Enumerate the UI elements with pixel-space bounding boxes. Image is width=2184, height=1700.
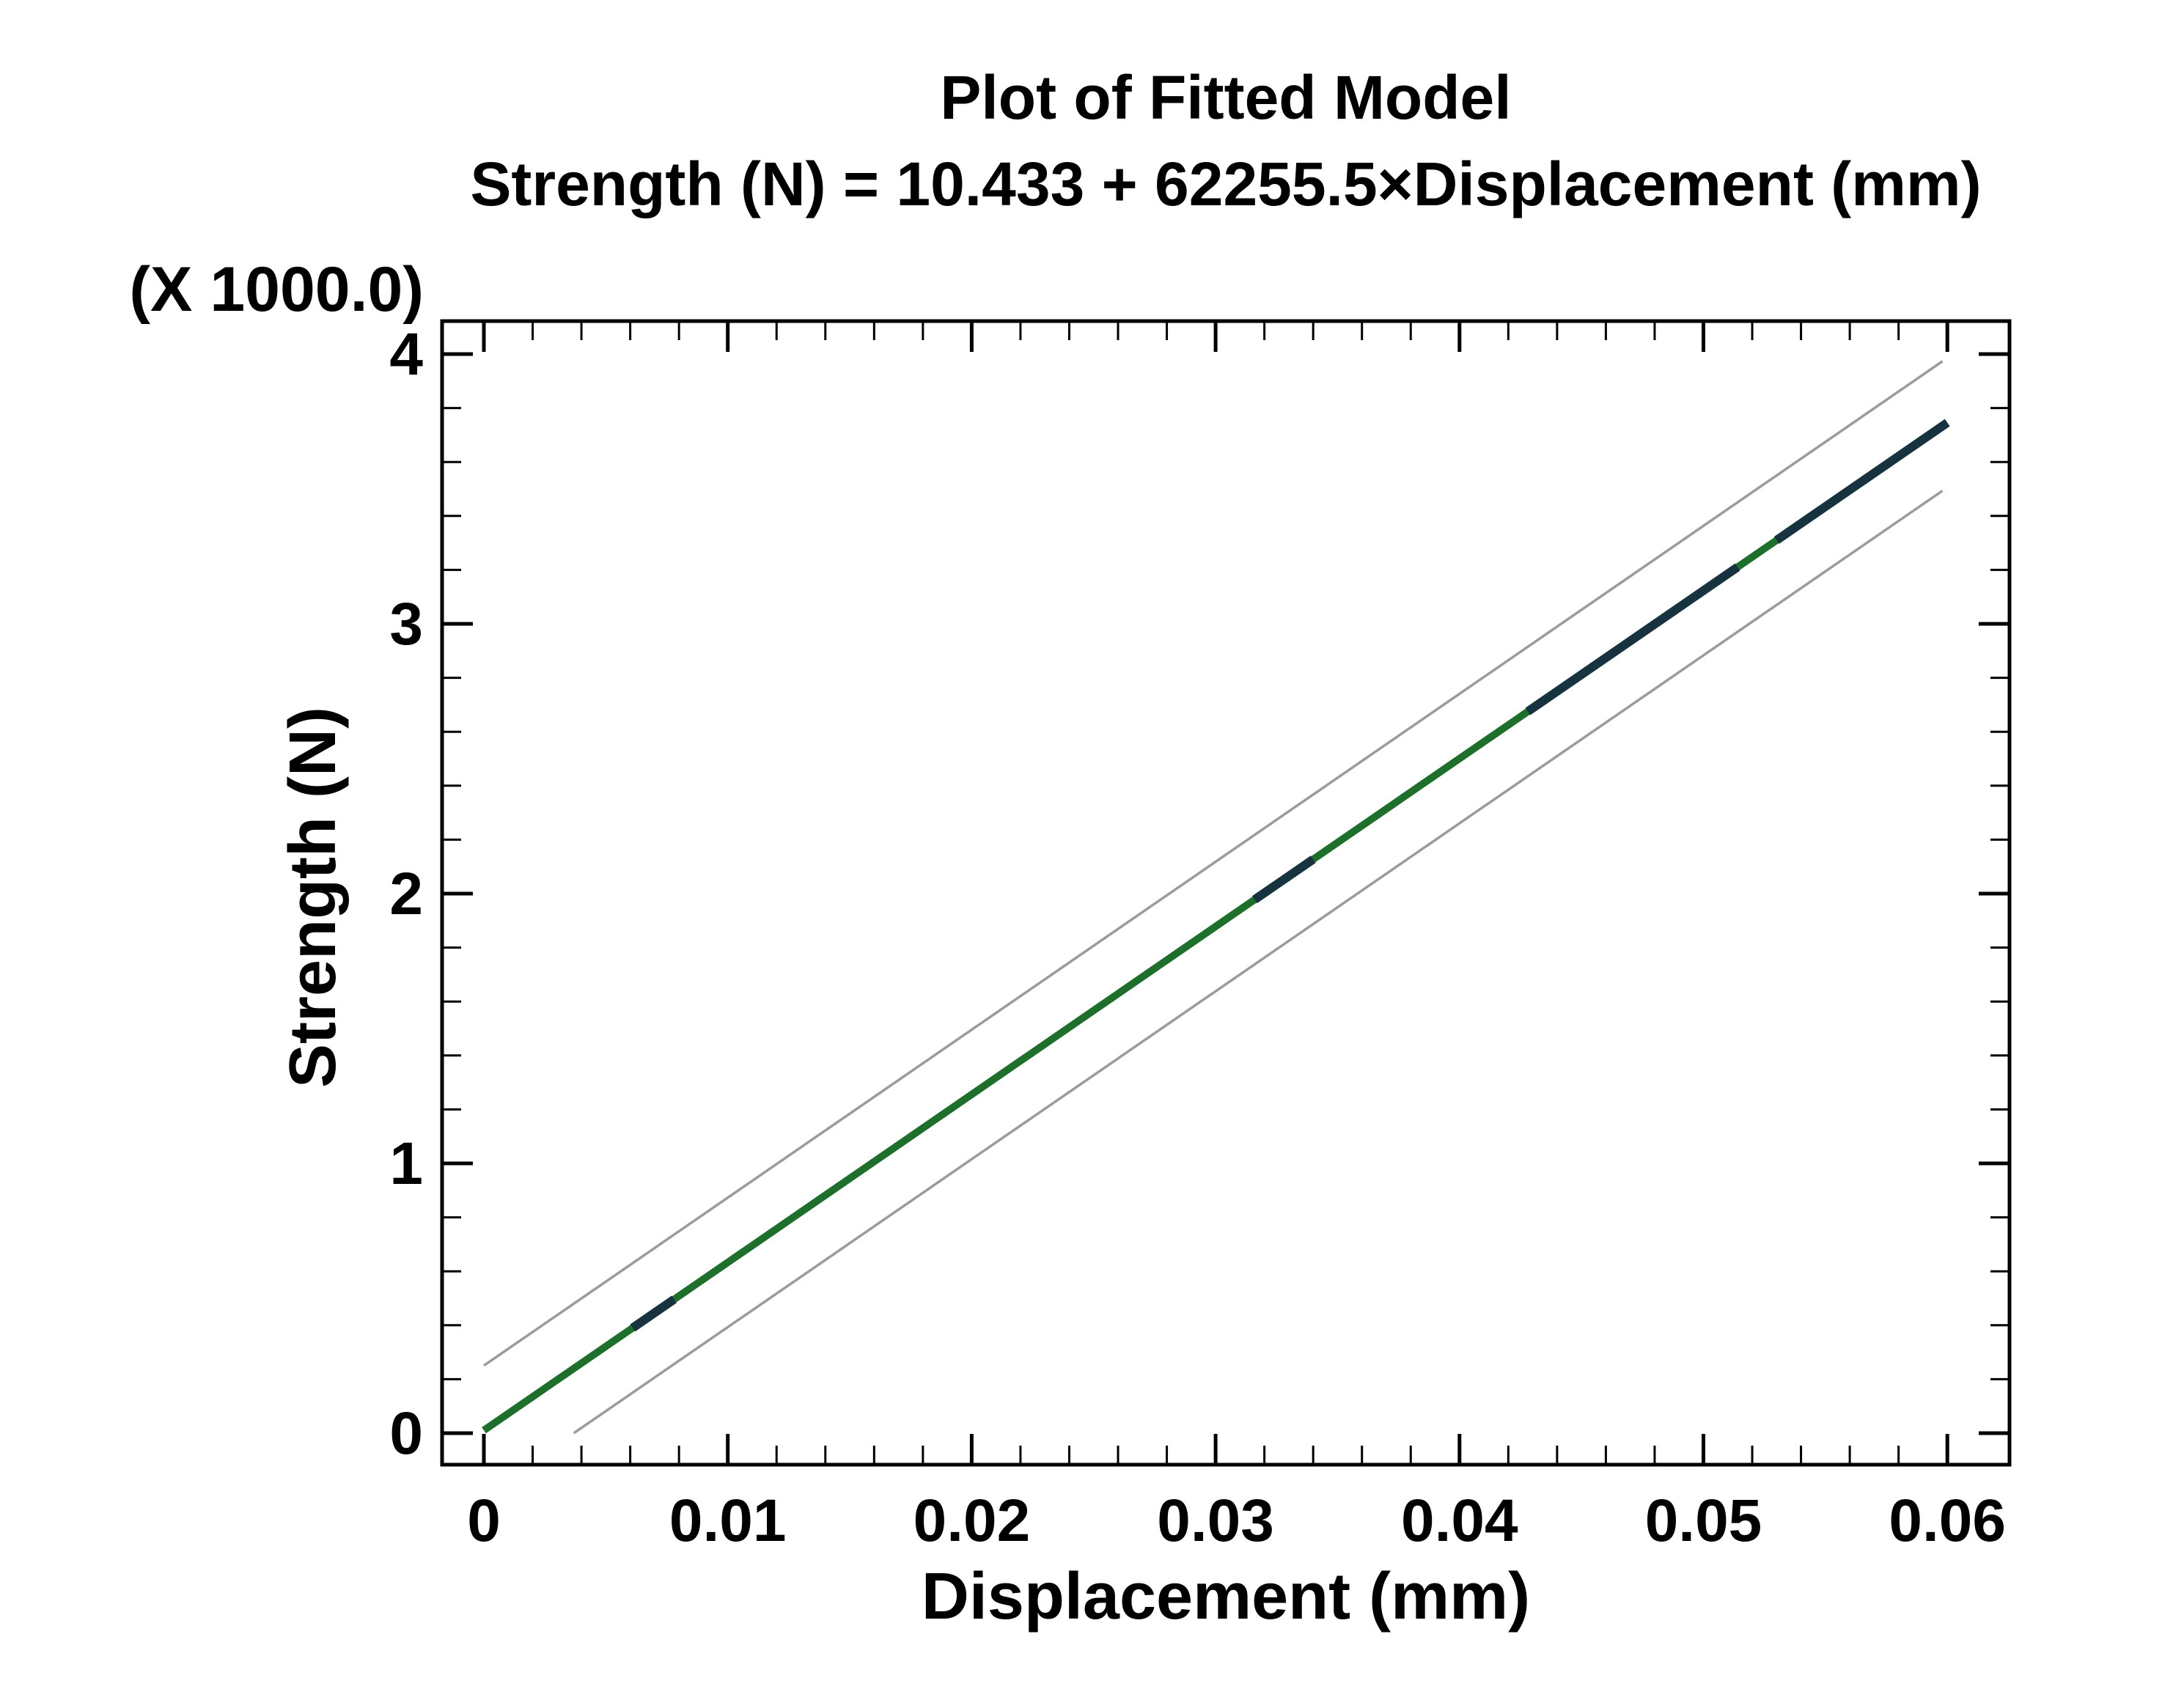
model-equation: Strength (N) = 10.433 + 62255.5×Displace… bbox=[470, 150, 1981, 218]
observed-data-segment bbox=[1251, 855, 1316, 904]
y-tick-label: 0 bbox=[389, 1400, 423, 1467]
observed-data-segment bbox=[1525, 563, 1740, 715]
y-axis-multiplier: (X 1000.0) bbox=[129, 254, 424, 325]
tick-layer bbox=[442, 321, 2010, 1465]
prediction-limit-upper bbox=[483, 360, 1944, 1367]
chart-title: Plot of Fitted Model bbox=[940, 63, 1511, 132]
y-tick-label: 4 bbox=[389, 321, 423, 388]
x-tick-label: 0.06 bbox=[1889, 1487, 2006, 1554]
y-tick-label: 3 bbox=[389, 591, 423, 658]
prediction-limit-lower bbox=[573, 490, 1944, 1435]
y-tick-label: 2 bbox=[389, 861, 423, 927]
x-tick-label: 0.02 bbox=[913, 1487, 1031, 1554]
x-tick-label: 0.05 bbox=[1645, 1487, 1762, 1554]
x-tick-label: 0.04 bbox=[1401, 1487, 1518, 1554]
tick-label-layer: 0 0.01 0.02 0.03 0.04 0.05 0.06 0 1 2 3 4 bbox=[389, 321, 2006, 1554]
y-axis-title: Strength (N) bbox=[276, 707, 350, 1088]
x-tick-label: 0.03 bbox=[1157, 1487, 1274, 1554]
series-layer bbox=[482, 360, 1950, 1435]
x-tick-label: 0.01 bbox=[669, 1487, 787, 1554]
observed-data-segment bbox=[1773, 419, 1950, 544]
x-axis-title: Displacement (mm) bbox=[922, 1560, 1530, 1633]
x-tick-label: 0 bbox=[467, 1487, 501, 1554]
y-tick-label: 1 bbox=[389, 1130, 423, 1197]
observed-data-segment bbox=[630, 1295, 677, 1332]
